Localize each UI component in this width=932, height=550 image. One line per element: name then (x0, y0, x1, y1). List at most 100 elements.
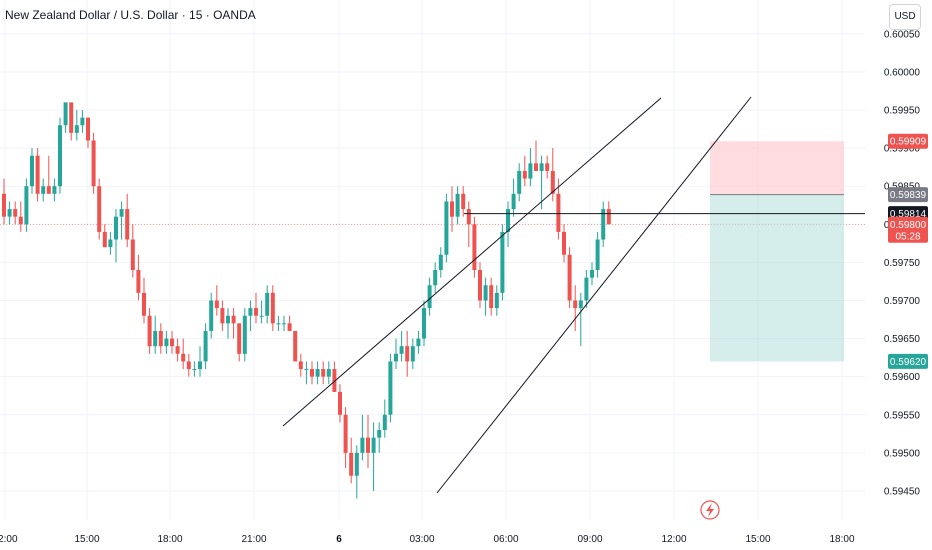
candle (226, 308, 230, 339)
candle (52, 178, 57, 202)
candle (186, 353, 191, 377)
time-tick-label: 12:00 (661, 534, 686, 545)
price-tick-label: 0.59450 (884, 486, 921, 497)
time-tick-label: 12:00 (0, 534, 18, 545)
candle (489, 277, 494, 316)
candle (450, 186, 454, 232)
candle (80, 110, 85, 133)
candle (382, 399, 387, 438)
time-axis[interactable]: 12:00 15:00 18:00 21:00 6 03:00 06:00 09:00 12:0… (0, 534, 855, 545)
time-tick-label: 6 (336, 534, 342, 545)
candle (254, 292, 258, 324)
price-tick-label: 0.59900 (884, 144, 921, 155)
candle (2, 178, 6, 225)
take-profit-zone[interactable] (710, 194, 844, 362)
candle (13, 201, 18, 225)
candle (192, 361, 197, 377)
time-tick-label: 15:00 (74, 534, 99, 545)
price-tick-label: 0.59600 (884, 372, 921, 383)
price-tick-label: 0.59550 (884, 410, 921, 421)
price-tick-label: 0.59650 (884, 334, 921, 345)
candle (433, 262, 438, 293)
candle (265, 285, 270, 324)
candle (170, 330, 174, 354)
candle (522, 155, 527, 187)
price-tag-target: 0.59620 (888, 353, 928, 369)
candle (405, 330, 410, 377)
candle (539, 155, 544, 210)
svg-text:0.59814: 0.59814 (890, 209, 927, 220)
price-axis[interactable]: 0.600500.600000.599500.599000.598500.598… (884, 29, 921, 497)
candle (438, 247, 443, 278)
candle (606, 201, 611, 225)
candle (125, 193, 130, 248)
candle (478, 262, 482, 309)
candle (545, 155, 550, 179)
candle (399, 330, 404, 362)
time-tick-label: 06:00 (493, 534, 518, 545)
currency-button[interactable]: USD (889, 4, 921, 30)
time-tick-label: 18:00 (157, 534, 182, 545)
channel-upper-line[interactable] (282, 97, 662, 427)
candle (500, 224, 505, 301)
position-tool[interactable] (710, 141, 844, 362)
candle (494, 285, 499, 316)
candle (360, 414, 365, 461)
candle (130, 224, 135, 278)
candle (601, 201, 606, 248)
candle (427, 277, 432, 316)
candle (416, 330, 421, 354)
candle (136, 254, 141, 301)
svg-text:0.59800: 0.59800 (890, 220, 927, 231)
candle (41, 178, 46, 202)
candle (528, 148, 533, 187)
candle (24, 178, 29, 232)
candle (114, 209, 118, 263)
candle (270, 285, 275, 331)
candle (158, 323, 163, 354)
candle (231, 308, 236, 339)
price-tag-stop: 0.59909 (888, 133, 928, 149)
alert-lightning-icon[interactable] (700, 500, 720, 520)
candle (517, 163, 522, 202)
candle (338, 384, 342, 423)
candle (203, 323, 208, 370)
candle (506, 201, 510, 248)
candle (259, 300, 264, 324)
symbol-title[interactable]: New Zealand Dollar / U.S. Dollar · 15 · … (5, 8, 256, 22)
price-tag-entry: 0.59839 (888, 187, 928, 203)
candle (175, 338, 180, 362)
candle (69, 102, 74, 141)
chart-grid (0, 0, 865, 520)
drawings[interactable] (282, 96, 865, 494)
time-tick-label: 15:00 (745, 534, 770, 545)
candle (472, 216, 477, 278)
candle (282, 315, 286, 331)
svg-text:0.59620: 0.59620 (890, 357, 927, 368)
candle (321, 361, 326, 385)
candle (422, 300, 426, 347)
candle (388, 353, 393, 423)
candle (198, 346, 202, 377)
candle (377, 422, 382, 453)
candle (102, 224, 107, 248)
price-tick-label: 0.59950 (884, 106, 921, 117)
candle (108, 231, 113, 255)
candle (63, 102, 68, 133)
candle (214, 285, 219, 316)
price-tick-label: 0.59750 (884, 258, 921, 269)
stop-loss-zone[interactable] (710, 141, 844, 195)
candle (304, 361, 309, 385)
candle (293, 330, 298, 362)
countdown-timer: 05:28 (895, 231, 920, 242)
candle (119, 201, 124, 240)
candle (562, 224, 566, 263)
candle (590, 262, 594, 286)
channel-lower-line[interactable] (436, 96, 752, 494)
price-tick-label: 0.60050 (884, 29, 921, 40)
candle (578, 292, 583, 347)
candle (86, 117, 90, 149)
candles (2, 102, 611, 499)
candle (153, 315, 158, 354)
